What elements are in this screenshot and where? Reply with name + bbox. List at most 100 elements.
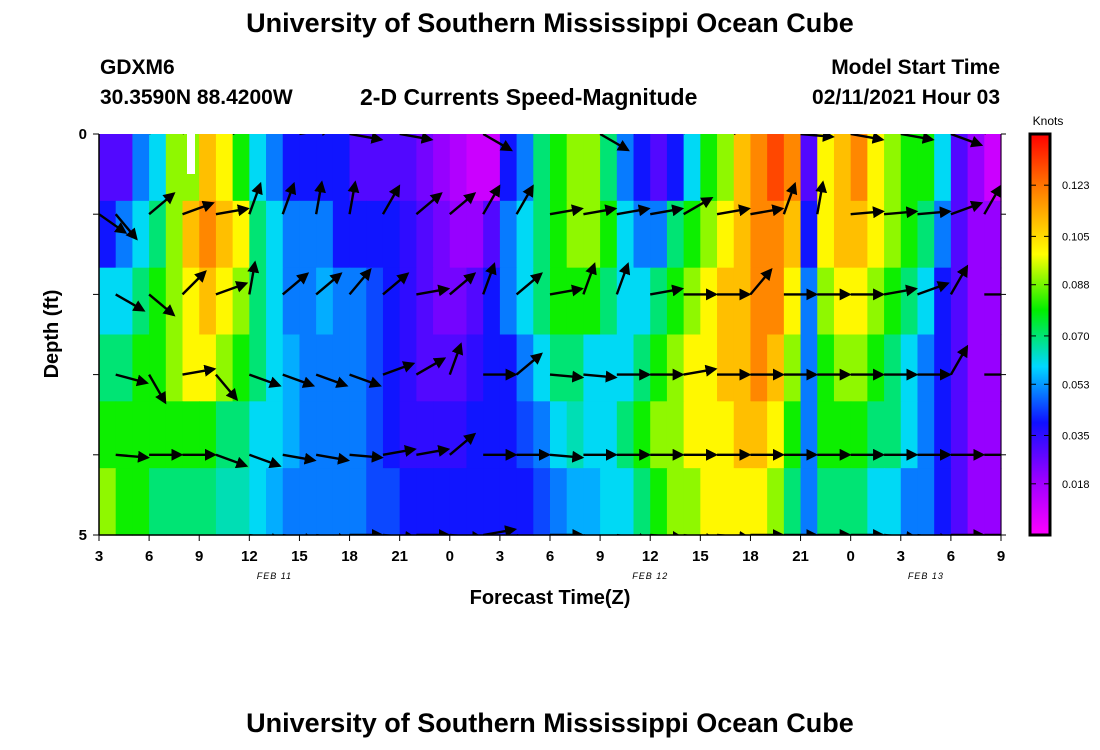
heatmap-cell: [900, 134, 919, 202]
heatmap-cell: [466, 134, 484, 202]
heatmap-cell: [215, 267, 234, 336]
current-vector: [984, 134, 986, 135]
heatmap-cell: [199, 468, 217, 536]
heatmap-cell: [282, 401, 301, 469]
heatmap-cell: [382, 334, 401, 402]
heatmap-cell: [884, 334, 902, 402]
heatmap-cell: [132, 267, 150, 336]
heatmap-cell: [433, 200, 451, 269]
x-tick-label: 3: [897, 548, 905, 565]
current-vector: [282, 532, 317, 535]
heatmap-cell: [583, 334, 601, 402]
heatmap-cell: [666, 134, 685, 202]
x-tick-label: 21: [792, 548, 809, 565]
heatmap-cell: [366, 134, 384, 202]
heatmap-cell: [232, 468, 250, 536]
heatmap-cell: [650, 401, 668, 469]
heatmap-cell: [266, 200, 284, 269]
current-vector: [549, 450, 585, 463]
heatmap-cell: [449, 267, 468, 336]
colorbar-tick-label: 0.088: [1062, 280, 1090, 292]
heatmap-cell: [817, 267, 835, 336]
current-vector: [950, 134, 984, 148]
current-vector: [750, 204, 785, 217]
heatmap-cell: [934, 134, 952, 202]
current-vector: [615, 262, 631, 295]
heatmap-cell: [884, 401, 902, 469]
heatmap-cell: [900, 468, 919, 536]
current-vector: [917, 206, 952, 219]
chart-subtitle: 2-D Currents Speed-Magnitude: [360, 84, 698, 110]
current-vector: [449, 192, 477, 216]
heatmap-cell: [900, 401, 919, 469]
heatmap-cell: [884, 134, 902, 202]
current-vector: [149, 134, 151, 135]
heatmap-cell: [666, 334, 685, 402]
current-vector: [449, 272, 477, 296]
heatmap-cell: [817, 200, 835, 269]
heatmap-cell: [666, 267, 685, 336]
heatmap-cell: [533, 401, 551, 469]
heatmap-cell: [583, 200, 601, 269]
heatmap-cell: [817, 401, 835, 469]
heatmap-cell: [299, 334, 317, 402]
heatmap-cell: [99, 200, 117, 269]
heatmap-cell: [616, 267, 635, 336]
current-vector: [115, 373, 149, 387]
heatmap-cell: [700, 134, 718, 202]
heatmap-cell: [583, 401, 601, 469]
heatmap-cell: [182, 267, 200, 336]
x-tick-label: 12: [642, 548, 659, 565]
heatmap-cell: [182, 468, 200, 536]
current-vector: [917, 532, 952, 535]
heatmap-cell: [149, 334, 167, 402]
y-tick-label: 5: [79, 527, 87, 544]
heatmap-cell: [115, 401, 134, 469]
heatmap-cell: [850, 134, 868, 202]
y-tick-label: 0: [79, 126, 87, 143]
heatmap-cell: [733, 267, 752, 336]
heatmap-cell: [984, 134, 1002, 202]
current-vector: [115, 293, 146, 312]
current-vector: [415, 192, 443, 216]
heatmap-cell: [382, 200, 401, 269]
heatmap-cell: [566, 267, 585, 336]
station-location: 30.3590N 88.4200W: [100, 86, 293, 109]
heatmap-cell: [550, 334, 568, 402]
current-vector: [583, 204, 618, 217]
heatmap-cell: [850, 401, 868, 469]
heatmap-cell: [266, 134, 284, 202]
heatmap-cell: [767, 267, 785, 336]
heatmap-cell: [115, 200, 134, 269]
heatmap-cell: [867, 468, 885, 536]
current-vector: [348, 268, 372, 296]
heatmap-cell: [600, 200, 618, 269]
heatmap-cell: [199, 334, 217, 402]
heatmap-cell: [165, 468, 184, 536]
heatmap-cell: [984, 200, 1002, 269]
heatmap-cell: [165, 200, 184, 269]
current-vector: [349, 134, 384, 144]
heatmap-cell: [767, 468, 785, 536]
heatmap-cell: [700, 468, 718, 536]
heatmap-cell: [950, 468, 969, 536]
heatmap-cell: [934, 468, 952, 536]
heatmap-cell: [449, 468, 468, 536]
current-vector: [516, 533, 521, 535]
heatmap-cell: [466, 401, 484, 469]
heatmap-cell: [783, 267, 802, 336]
current-vector: [883, 206, 919, 219]
current-vector: [282, 452, 317, 465]
current-vector: [148, 293, 176, 317]
current-vector: [114, 213, 138, 241]
heatmap-cell: [600, 134, 618, 202]
colorbar-tick-label: 0.070: [1062, 331, 1090, 343]
current-vector: [683, 364, 718, 377]
heatmap-cell: [349, 334, 367, 402]
heatmap-cell: [249, 267, 267, 336]
heatmap-cell: [700, 401, 718, 469]
x-tick-label: 18: [742, 548, 759, 565]
heatmap-cell: [850, 334, 868, 402]
heatmap-cell: [516, 468, 534, 536]
current-vector: [482, 525, 518, 535]
